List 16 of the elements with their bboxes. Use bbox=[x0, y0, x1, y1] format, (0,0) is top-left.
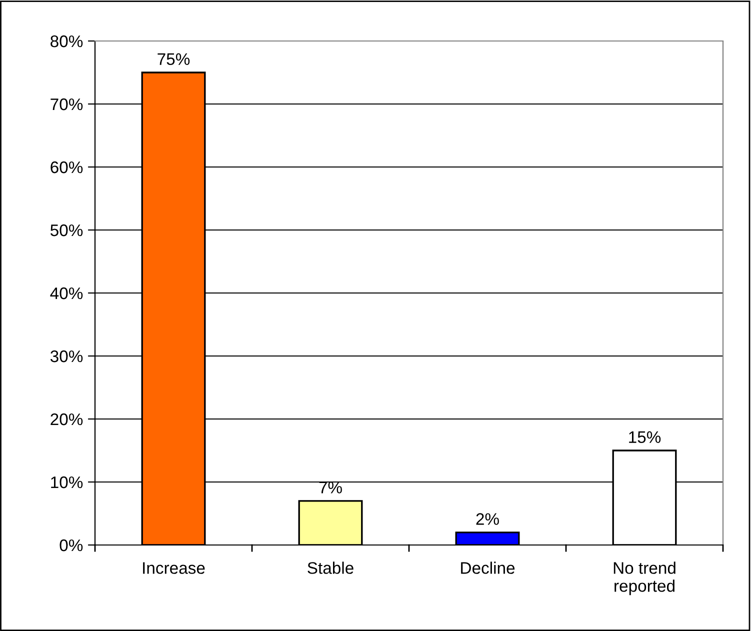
y-tick-label: 50% bbox=[50, 224, 83, 236]
x-tick-label: No trend reported bbox=[614, 562, 676, 596]
y-tick-label: 20% bbox=[50, 413, 83, 426]
x-tick-label: Stable bbox=[308, 562, 354, 574]
y-tick-label: 60% bbox=[50, 161, 83, 174]
x-tick-label: Decline bbox=[461, 562, 515, 574]
y-tick-label: 40% bbox=[50, 287, 83, 300]
data-label: 2% bbox=[476, 513, 499, 525]
y-tick-label: 80% bbox=[50, 35, 83, 48]
x-tick-label: Increase bbox=[143, 562, 205, 574]
y-tick-label: 0% bbox=[60, 539, 83, 552]
y-tick-label: 10% bbox=[51, 476, 83, 488]
data-label: 75% bbox=[158, 53, 190, 66]
y-tick-label: 70% bbox=[50, 98, 83, 110]
data-label: 15% bbox=[629, 431, 661, 444]
y-tick-label: 30% bbox=[50, 350, 83, 362]
